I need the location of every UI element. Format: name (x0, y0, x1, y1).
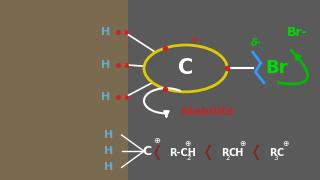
Text: R: R (269, 148, 276, 158)
Text: Stabilité: Stabilité (181, 107, 235, 117)
Text: ❬: ❬ (150, 145, 163, 161)
Text: H: H (101, 27, 110, 37)
Text: R: R (221, 148, 228, 158)
Text: H: H (101, 60, 110, 70)
Text: ⊕: ⊕ (153, 136, 160, 145)
Text: ⊕: ⊕ (282, 139, 289, 148)
Text: H: H (104, 162, 113, 172)
Text: ❬: ❬ (202, 145, 214, 161)
Text: δ-: δ- (251, 38, 261, 48)
Text: ⊕: ⊕ (184, 139, 190, 148)
Text: Br-: Br- (287, 26, 308, 39)
Text: 3: 3 (274, 155, 278, 161)
Text: C: C (178, 58, 193, 78)
Text: 2: 2 (187, 155, 191, 161)
Text: H: H (104, 130, 113, 140)
Text: 2: 2 (226, 155, 230, 161)
Text: ⊕: ⊕ (239, 139, 246, 148)
Text: C: C (277, 148, 284, 158)
Text: ❬: ❬ (250, 145, 262, 161)
Text: +: + (191, 35, 199, 45)
Text: R-CH: R-CH (170, 148, 196, 158)
Text: C: C (143, 145, 152, 158)
Text: H: H (104, 146, 113, 156)
Text: CH: CH (229, 148, 244, 158)
Text: H: H (101, 92, 110, 102)
FancyBboxPatch shape (0, 0, 128, 180)
Text: Br: Br (266, 59, 288, 77)
